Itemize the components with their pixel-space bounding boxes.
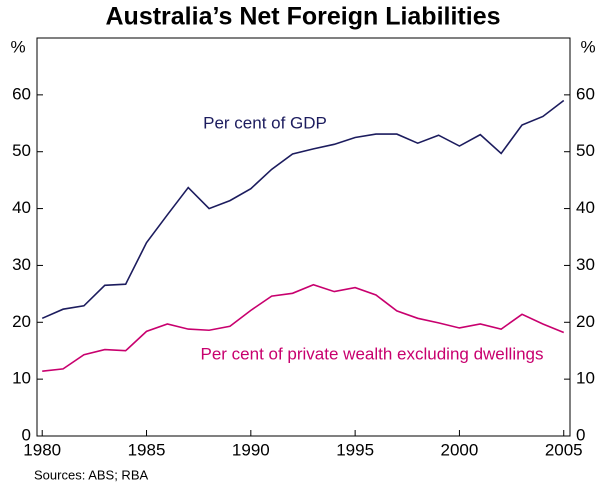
plot-frame	[36, 37, 571, 437]
source: Sources: ABS; RBA	[34, 467, 148, 482]
x-tick-label: 1980	[23, 440, 61, 459]
y-tick-label: 40	[12, 198, 31, 217]
y-tick-label-right: 60	[576, 84, 595, 103]
series-line	[42, 283, 565, 372]
y-tick-label-right: 30	[576, 255, 595, 274]
x-tick-label: 1985	[128, 440, 166, 459]
y-tick-label: 60	[12, 84, 31, 103]
series-label: Per cent of GDP	[203, 113, 327, 132]
y-tick-label: 0	[22, 425, 31, 444]
chart-title: Australia’s Net Foreign Liabilities	[106, 3, 501, 31]
y-tick-label-right: 20	[576, 312, 595, 331]
x-tick-label: 1995	[336, 440, 374, 459]
y-tick-label-right: 10	[576, 369, 595, 388]
y-unit-left: %	[10, 37, 25, 56]
y-tick-label-right: 50	[576, 141, 595, 160]
x-tick-label: 1990	[232, 440, 270, 459]
y-tick-label: 50	[12, 141, 31, 160]
series-line	[41, 99, 565, 320]
y-tick-label: 30	[12, 255, 31, 274]
series-label: Per cent of private wealth excluding dwe…	[200, 344, 543, 363]
y-tick-label-right: 0	[576, 425, 585, 444]
y-unit-right: %	[580, 37, 595, 56]
y-tick-label: 20	[12, 312, 31, 331]
x-tick-label: 2005	[545, 440, 583, 459]
x-tick-label: 2000	[441, 440, 479, 459]
y-tick-label: 10	[12, 369, 31, 388]
y-tick-label-right: 40	[576, 198, 595, 217]
